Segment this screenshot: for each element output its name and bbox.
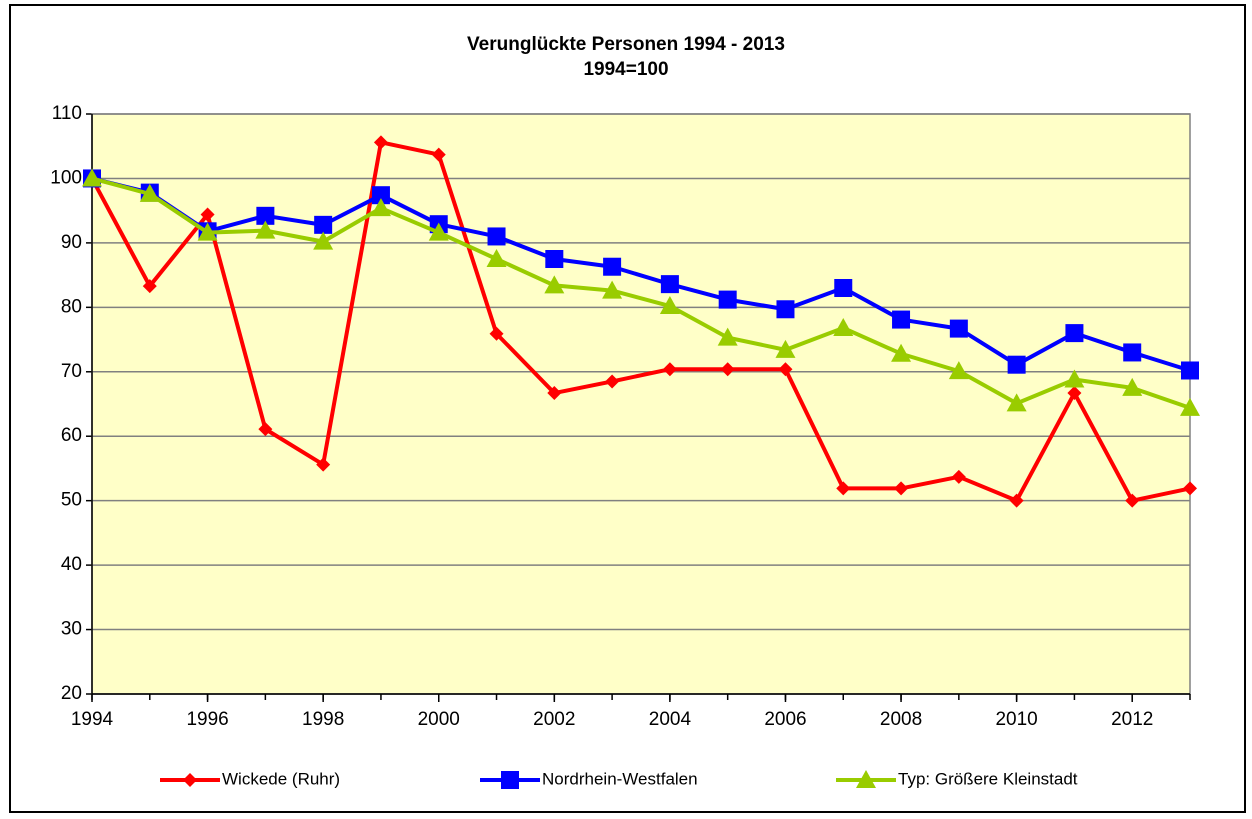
data-point <box>948 361 969 380</box>
data-point <box>1067 386 1082 401</box>
x-tick-label: 2004 <box>649 709 692 730</box>
x-tick-label: 2008 <box>880 709 922 730</box>
legend-marker <box>501 771 519 789</box>
data-point <box>951 469 966 484</box>
y-tick-label: 100 <box>50 167 82 188</box>
y-tick-label: 70 <box>61 361 82 382</box>
plot-area <box>92 114 1190 694</box>
y-tick-label: 90 <box>61 232 82 253</box>
y-tick-label: 40 <box>61 554 82 575</box>
chart-subtitle: 1994=100 <box>583 59 668 80</box>
data-point <box>431 147 446 162</box>
data-point <box>545 250 564 268</box>
data-point <box>718 290 737 309</box>
data-point <box>256 206 275 225</box>
data-point <box>1122 377 1143 396</box>
data-point <box>255 220 276 239</box>
data-point <box>662 362 677 377</box>
data-point <box>1183 481 1197 496</box>
y-tick-label: 30 <box>61 619 82 640</box>
data-point <box>197 222 218 241</box>
x-tick-label: 1994 <box>71 709 114 730</box>
data-point <box>371 186 390 205</box>
chart-title: Verunglückte Personen 1994 - 2013 <box>467 34 785 55</box>
series-line <box>90 140 1191 503</box>
data-point <box>720 362 735 377</box>
data-point <box>489 326 504 341</box>
data-point <box>1125 493 1140 508</box>
data-point <box>894 481 909 496</box>
data-point <box>547 386 562 401</box>
legend-label: Nordrhein-Westfalen <box>542 769 698 788</box>
y-tick-label: 20 <box>61 683 82 704</box>
data-point <box>316 457 331 472</box>
data-point <box>487 227 506 246</box>
x-tick-label: 2000 <box>418 709 460 730</box>
data-point <box>373 135 388 150</box>
y-tick-label: 60 <box>61 425 82 446</box>
series-line <box>91 176 1191 373</box>
data-point <box>775 339 796 358</box>
data-point <box>200 207 215 222</box>
data-point <box>603 257 622 276</box>
data-point <box>1064 369 1085 388</box>
data-point <box>313 231 334 250</box>
data-point <box>605 374 620 389</box>
data-point <box>836 481 851 496</box>
data-point <box>776 300 795 319</box>
legend-marker <box>856 770 876 788</box>
y-tick-label: 80 <box>61 296 82 317</box>
data-point <box>892 310 911 329</box>
x-tick-label: 1998 <box>302 709 344 730</box>
data-point <box>659 296 680 315</box>
data-point <box>428 222 449 241</box>
legend-marker <box>183 773 197 787</box>
data-point <box>544 275 565 294</box>
legend-label: Typ: Größere Kleinstadt <box>898 769 1078 788</box>
data-point <box>1065 324 1084 343</box>
x-tick-label: 2006 <box>764 709 806 730</box>
data-point <box>660 275 679 294</box>
data-point <box>314 215 333 234</box>
data-point <box>82 168 102 187</box>
x-tick-label: 1996 <box>186 709 228 730</box>
data-point <box>949 319 968 338</box>
data-point <box>258 422 273 437</box>
data-point <box>891 343 912 362</box>
data-point <box>1180 397 1200 416</box>
data-point <box>1181 361 1199 380</box>
data-point <box>1006 393 1027 412</box>
data-point <box>602 280 623 299</box>
data-point <box>1009 493 1024 508</box>
legend-label: Wickede (Ruhr) <box>222 769 340 788</box>
y-tick-label: 110 <box>52 103 82 124</box>
series-line <box>91 176 1191 410</box>
data-point <box>778 362 793 377</box>
data-point <box>139 183 160 202</box>
data-point <box>834 279 853 297</box>
x-tick-label: 2010 <box>995 709 1037 730</box>
data-point <box>142 279 157 294</box>
data-point <box>1123 343 1142 362</box>
data-point <box>833 317 854 336</box>
data-point <box>370 198 391 217</box>
data-point <box>717 327 738 346</box>
y-tick-label: 50 <box>61 490 82 511</box>
x-tick-label: 2012 <box>1111 709 1153 730</box>
data-point <box>486 249 507 267</box>
x-tick-label: 2002 <box>533 709 575 730</box>
data-point <box>1007 355 1026 374</box>
